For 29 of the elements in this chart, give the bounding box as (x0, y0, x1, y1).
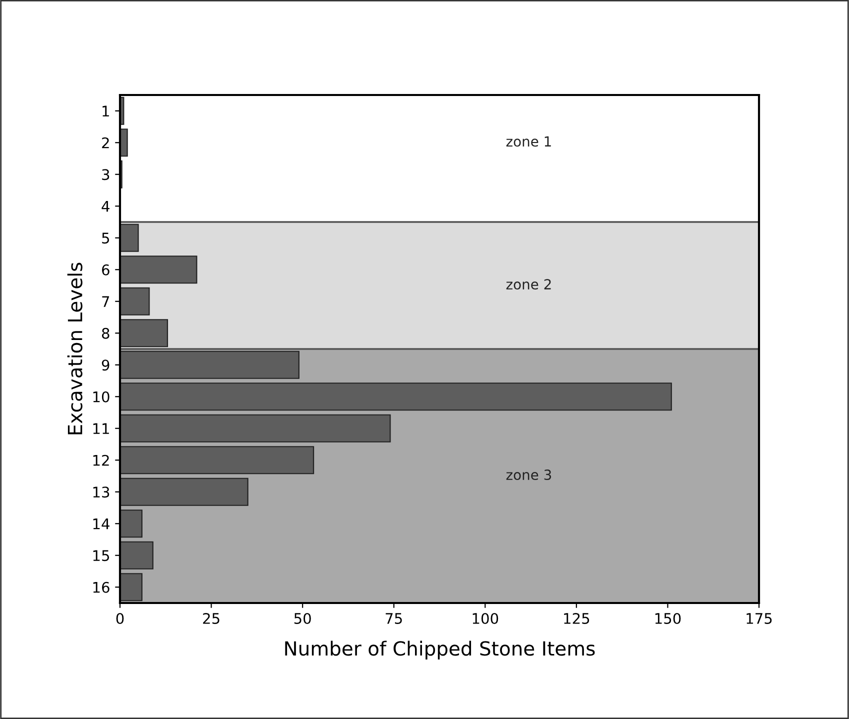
x-tick-label: 175 (746, 613, 772, 624)
x-axis-title: Number of Chipped Stone Items (285, 640, 595, 660)
band-label: zone 2 (506, 279, 551, 290)
y-tick-label: 4 (102, 201, 110, 212)
x-tick-label: 75 (386, 613, 402, 624)
y-tick-label: 5 (102, 232, 110, 244)
y-tick-label: 14 (93, 518, 110, 530)
x-tick-label: 0 (116, 612, 124, 624)
y-tick-label: 3 (102, 169, 110, 180)
x-tick-label: 25 (203, 612, 220, 624)
x-tick-label: 125 (564, 612, 590, 624)
x-tick-label: 50 (294, 612, 311, 624)
y-tick-label: 13 (93, 486, 110, 498)
y-tick-label: 16 (93, 582, 110, 593)
y-tick-label: 6 (102, 264, 110, 276)
y-axis-title: Excavation Levels (67, 262, 82, 434)
y-tick-label: 2 (102, 137, 109, 148)
y-tick-label: 7 (102, 296, 110, 307)
y-tick-label: 11 (93, 423, 109, 434)
x-tick-label: 100 (472, 612, 498, 624)
y-tick-label: 8 (102, 328, 110, 339)
y-tick-label: 1 (102, 106, 109, 116)
annotation: zone 1 (506, 136, 551, 147)
band-label: zone 3 (506, 470, 552, 480)
y-tick-label: 10 (93, 391, 110, 402)
x-tick-label: 150 (655, 612, 681, 624)
y-tick-label: 12 (93, 454, 109, 466)
y-tick-label: 9 (102, 360, 110, 371)
y-tick-label: 15 (93, 550, 110, 562)
